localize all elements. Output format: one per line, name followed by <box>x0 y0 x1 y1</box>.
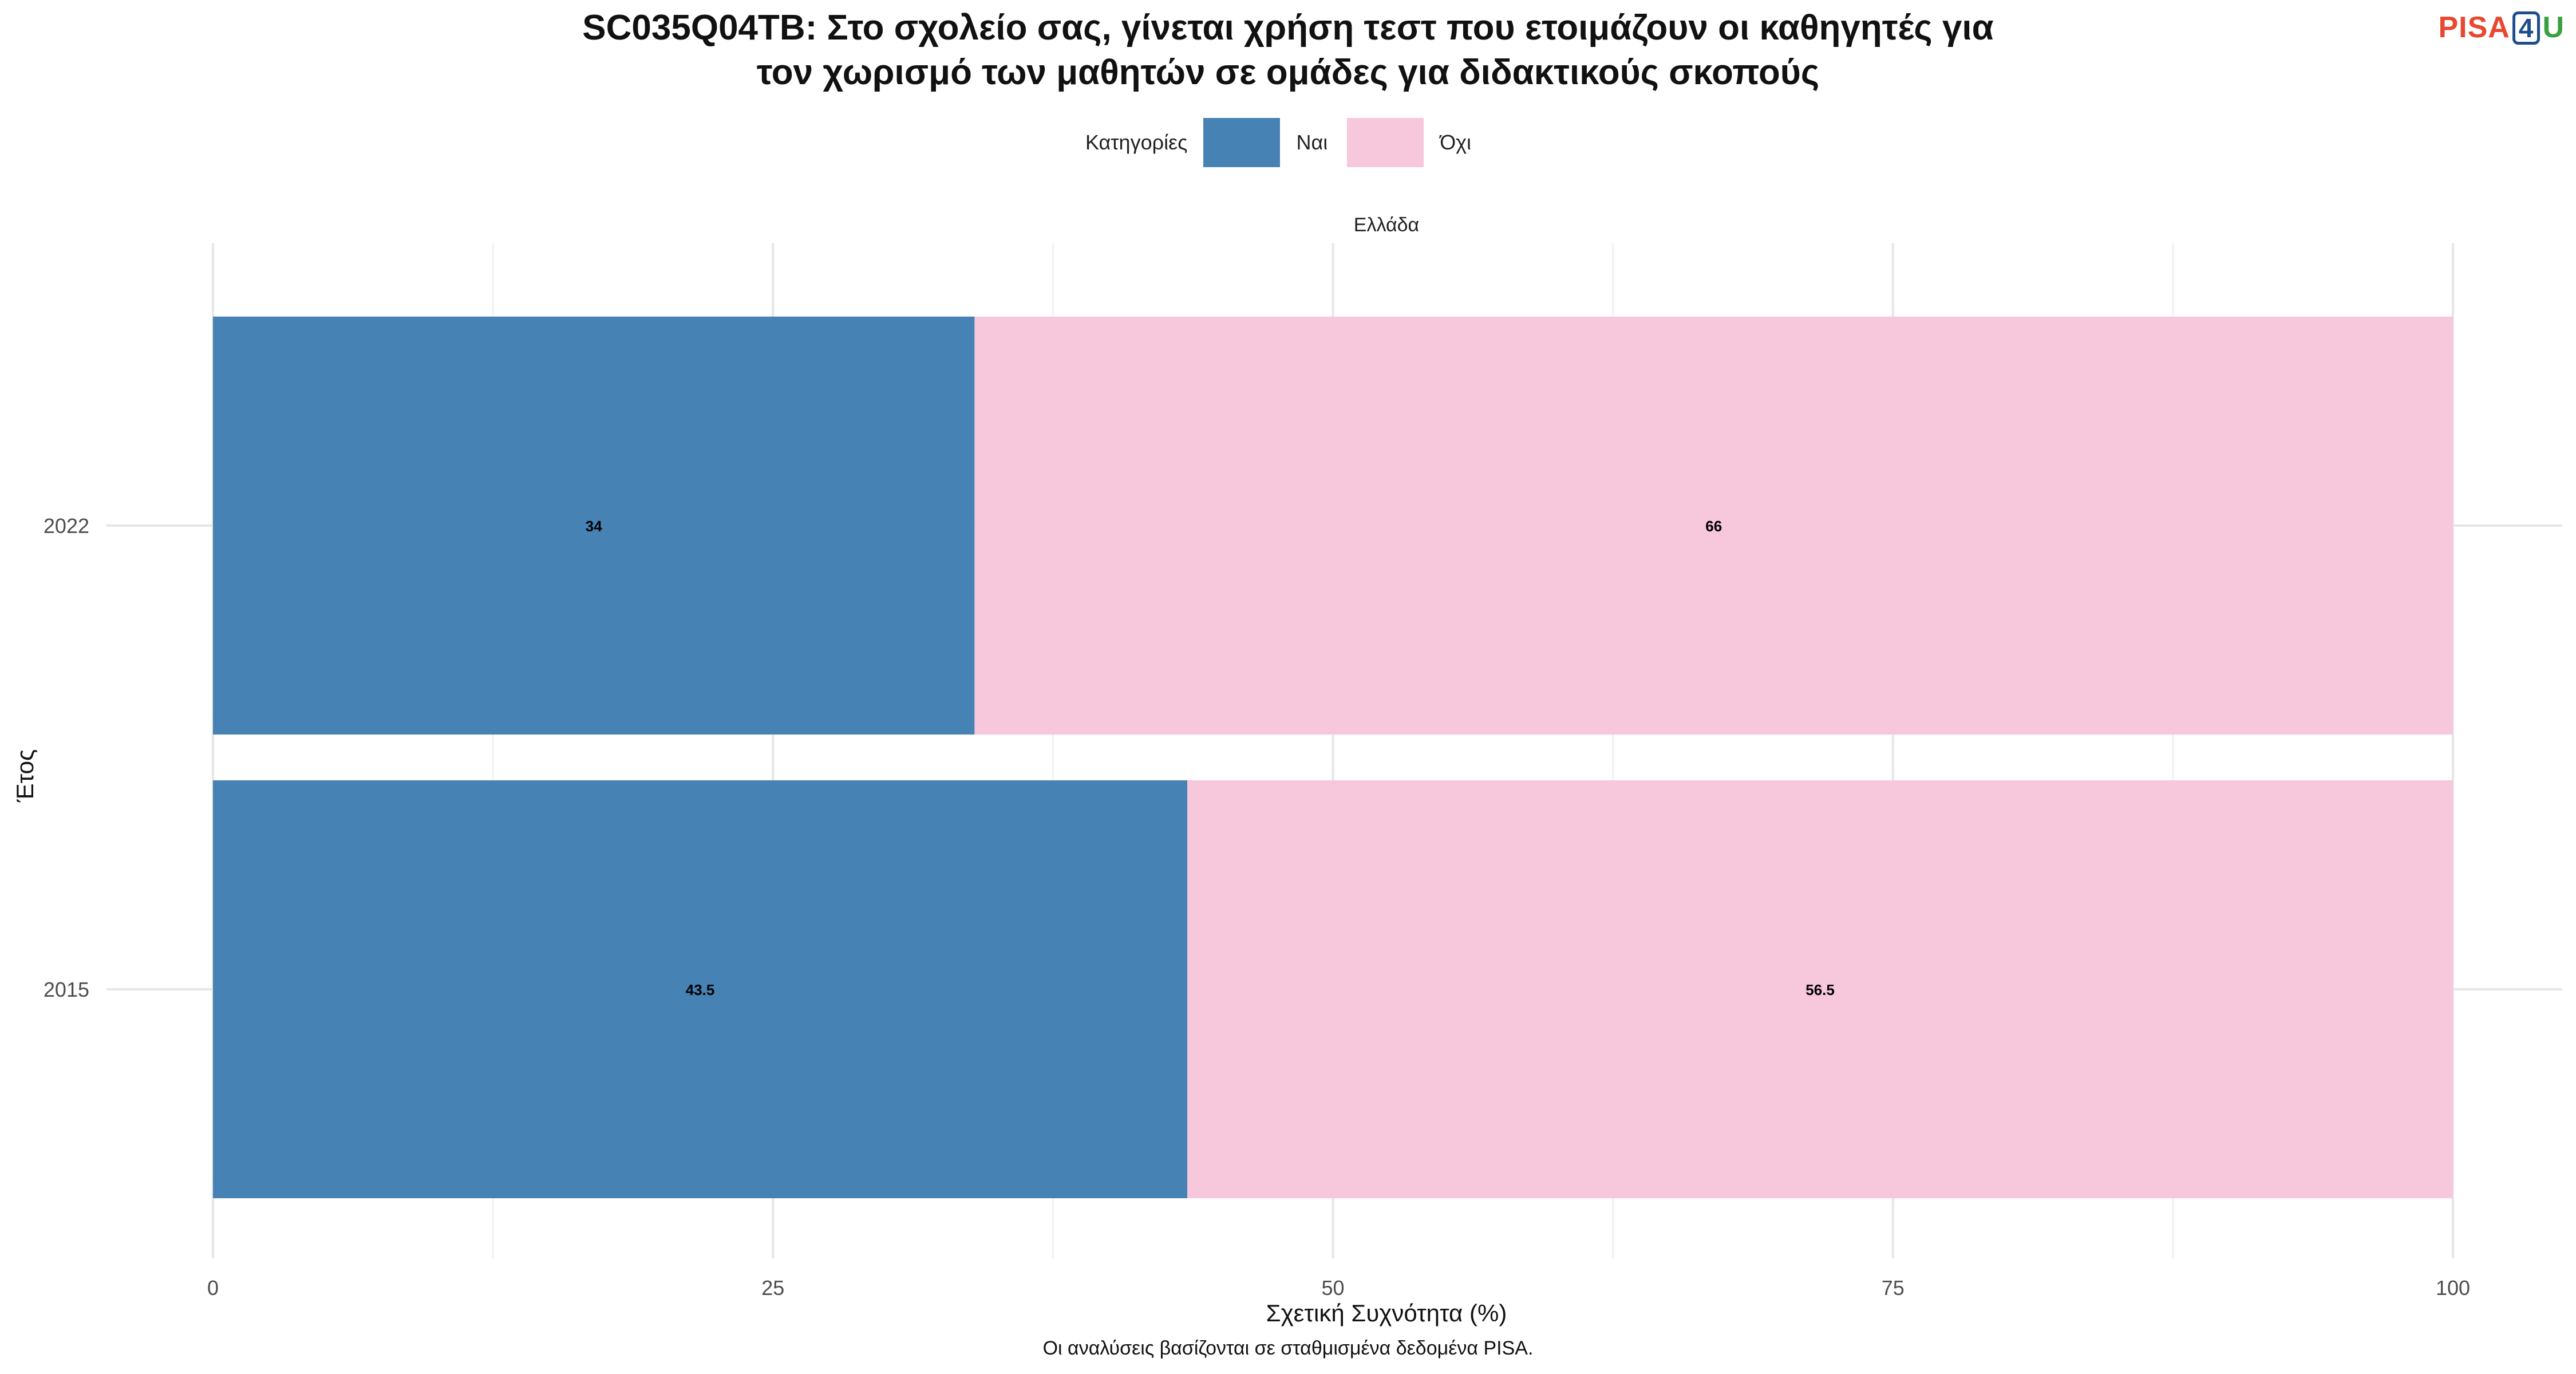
pisa4u-logo: PISA 4 U <box>2438 10 2565 45</box>
data-label-2015-series-0: 43.5 <box>686 981 715 998</box>
logo-text-four: 4 <box>2512 11 2541 45</box>
bar-2015-series-1 <box>1187 780 2453 1198</box>
legend-key-nai <box>1203 118 1281 167</box>
data-label-2022-series-1: 66 <box>1705 518 1722 535</box>
chart-title: SC035Q04TB: Στο σχολείο σας, γίνεται χρή… <box>0 6 2576 95</box>
data-label-2015-series-1: 56.5 <box>1805 981 1835 998</box>
y-axis-label: Έτος <box>11 749 38 803</box>
x-tick-label: 100 <box>2436 1276 2470 1300</box>
bar-2022-series-1 <box>974 317 2453 735</box>
legend-label-nai: Ναι <box>1296 131 1328 154</box>
legend-title: Κατηγορίες <box>1085 131 1188 154</box>
x-tick-label: 75 <box>1882 1276 1905 1300</box>
bar-2022-series-0 <box>213 317 975 735</box>
logo-text-pisa: PISA <box>2438 11 2510 44</box>
x-tick-label: 50 <box>1321 1276 1344 1300</box>
chart-title-line-1: SC035Q04TB: Στο σχολείο σας, γίνεται χρή… <box>582 8 1994 48</box>
facet-label: Ελλάδα <box>1353 214 1420 236</box>
legend-label-ochi: Όχι <box>1440 131 1472 154</box>
logo-text-u: U <box>2542 11 2565 44</box>
x-tick-label: 0 <box>207 1276 219 1300</box>
chart-caption: Οι αναλύσεις βασίζονται σε σταθμισμένα δ… <box>1042 1337 1534 1359</box>
x-axis-label: Σχετική Συχνότητα (%) <box>1266 1300 1507 1326</box>
legend-key-ochi <box>1347 118 1424 167</box>
chart-legend: Κατηγορίες Ναι Όχι <box>0 118 2576 167</box>
chart-title-line-2: τον χωρισμό των μαθητών σε ομάδες για δι… <box>756 53 1820 92</box>
y-tick-label-2015: 2015 <box>44 978 89 1001</box>
data-label-2022-series-0: 34 <box>586 518 602 535</box>
x-tick-label: 25 <box>761 1276 784 1300</box>
y-tick-label-2022: 2022 <box>44 514 89 538</box>
bar-2015-series-0 <box>213 780 1188 1198</box>
